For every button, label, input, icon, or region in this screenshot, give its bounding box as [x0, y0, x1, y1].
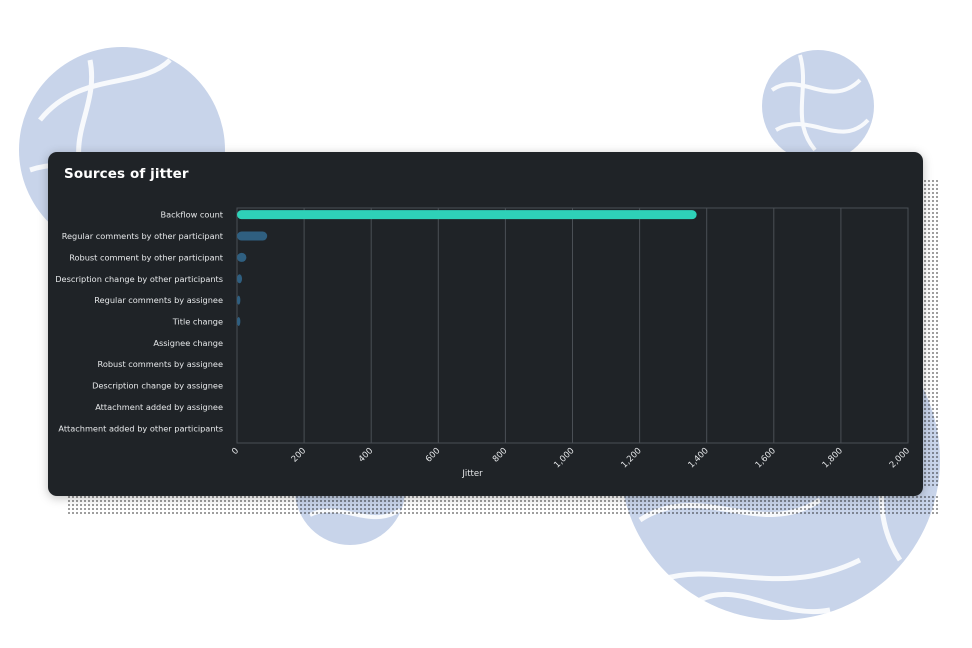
x-axis-label: Jitter — [461, 469, 483, 479]
x-tick-label: 800 — [491, 446, 510, 465]
chart-card: 0 200 400 600 800 1,000 1,200 1,400 1,600 1,800 2,… — [48, 152, 923, 496]
halftone-shadow-bottom — [66, 494, 938, 514]
y-category-label: Title change — [172, 317, 223, 327]
x-tick-label: 2,000 — [888, 446, 912, 470]
x-tick-label: 0 — [230, 446, 241, 457]
x-tick-label: 1,200 — [619, 446, 643, 470]
y-category-label: Attachment added by assignee — [95, 402, 223, 412]
y-category-label: Attachment added by other participants — [58, 423, 223, 433]
bar[interactable] — [237, 274, 243, 284]
x-tick-label: 1,800 — [821, 446, 845, 470]
chart-title: Sources of jitter — [64, 166, 189, 182]
y-category-label: Regular comments by assignee — [94, 295, 223, 305]
y-category-label: Robust comments by assignee — [98, 359, 224, 369]
y-category-label: Backflow count — [161, 210, 224, 220]
decor-blob-top-right — [762, 50, 874, 162]
x-tick-label: 1,600 — [754, 446, 778, 470]
x-tick-label: 400 — [357, 446, 376, 465]
bar[interactable] — [237, 231, 268, 241]
bar[interactable] — [237, 252, 247, 262]
y-category-label: Assignee change — [153, 338, 223, 348]
y-category-label: Robust comment by other participant — [69, 252, 224, 262]
y-category-label: Description change by assignee — [92, 381, 223, 391]
halftone-shadow-right — [922, 178, 940, 488]
x-tick-label: 600 — [424, 446, 443, 465]
y-category-label: Regular comments by other participant — [62, 231, 224, 241]
bar[interactable] — [237, 210, 697, 220]
y-category-label: Description change by other participants — [55, 274, 223, 284]
bar[interactable] — [237, 317, 241, 326]
x-tick-label: 1,000 — [552, 446, 576, 470]
bar[interactable] — [237, 295, 241, 305]
bar-chart: 0 200 400 600 800 1,000 1,200 1,400 1,600 1,800 2,… — [55, 207, 912, 479]
x-tick-label: 200 — [290, 446, 309, 465]
x-tick-label: 1,400 — [687, 446, 711, 470]
